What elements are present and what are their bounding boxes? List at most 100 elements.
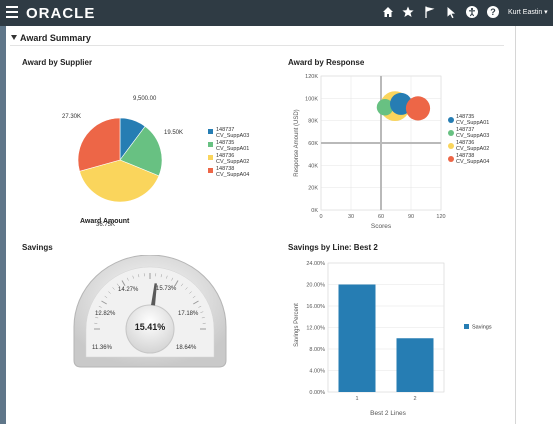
legend-label: CV_SuppA04 bbox=[456, 159, 489, 165]
accessibility-icon[interactable] bbox=[465, 5, 479, 19]
top-bar: ORACLE ? Kurt Eastin ▾ bbox=[0, 0, 553, 26]
legend-swatch bbox=[448, 156, 454, 162]
x-tick-label: 1 bbox=[355, 396, 358, 402]
y-tick-label: 0.00% bbox=[309, 390, 325, 396]
y-tick-label: 20K bbox=[308, 186, 318, 192]
gauge-tick bbox=[96, 311, 100, 313]
y-tick-label: 120K bbox=[305, 74, 318, 80]
gauge-tick bbox=[138, 274, 140, 278]
gauge-tick bbox=[104, 295, 108, 299]
pie-slice[interactable] bbox=[119, 125, 163, 177]
slice-label-suppa01: 19.50K bbox=[164, 130, 183, 136]
savings-gauge: 11.36% 12.82% 14.27% 15.73% 17.18% 18.64… bbox=[73, 255, 227, 368]
flag-icon[interactable] bbox=[423, 5, 437, 19]
legend-label: 148737 bbox=[456, 127, 474, 133]
gauge-tick bbox=[174, 280, 179, 286]
gauge-tick bbox=[180, 283, 184, 287]
bar[interactable] bbox=[338, 284, 376, 393]
right-gutter bbox=[515, 26, 553, 424]
savings-title: Savings bbox=[22, 243, 53, 252]
gauge-tick bbox=[132, 275, 134, 279]
help-icon[interactable]: ? bbox=[486, 5, 500, 19]
legend-label: 148735 bbox=[456, 114, 474, 120]
gauge-tick bbox=[192, 295, 196, 299]
gauge-tick bbox=[126, 277, 129, 281]
gauge-needle bbox=[151, 283, 157, 306]
legend-swatch bbox=[208, 142, 213, 147]
pie-slice-labels: 9,500.00 19.50K 36.75K 27.30K bbox=[62, 96, 183, 228]
slice-label-suppa02: 36.75K bbox=[96, 222, 115, 228]
award-by-supplier-title: Award by Supplier bbox=[22, 58, 93, 67]
gauge-tick bbox=[185, 287, 188, 290]
gauge-tick-label: 11.36% bbox=[92, 345, 113, 351]
y-tick-label: 80K bbox=[308, 119, 318, 125]
star-icon[interactable] bbox=[401, 5, 415, 19]
y-tick-label: 4.00% bbox=[309, 369, 325, 375]
home-icon[interactable] bbox=[381, 5, 395, 19]
pie-slice[interactable] bbox=[79, 159, 160, 203]
legend-swatch bbox=[464, 324, 469, 329]
award-amount-caption: Award Amount bbox=[80, 218, 130, 225]
legend-swatch bbox=[448, 117, 454, 123]
legend-swatch bbox=[448, 130, 454, 136]
legend-label: 148738 bbox=[456, 153, 474, 159]
x-tick-label: 30 bbox=[348, 214, 354, 220]
gauge-tick bbox=[121, 280, 126, 286]
legend-label: 148736 bbox=[456, 140, 474, 146]
legend-label: 148736 bbox=[216, 153, 234, 159]
x-tick-label: 0 bbox=[319, 214, 322, 220]
bar[interactable] bbox=[396, 338, 434, 392]
menu-icon[interactable] bbox=[6, 6, 18, 18]
y-tick-label: 12.00% bbox=[306, 326, 325, 332]
collapse-triangle-icon[interactable] bbox=[11, 35, 17, 40]
legend-swatch bbox=[208, 129, 213, 134]
bubble[interactable] bbox=[405, 96, 431, 121]
x-tick-label: 120 bbox=[436, 214, 445, 220]
y-tick-label: 0K bbox=[311, 208, 318, 214]
x-tick-label: 60 bbox=[378, 214, 384, 220]
legend-label: Savings bbox=[472, 325, 492, 331]
slice-label-suppa03: 9,500.00 bbox=[133, 96, 157, 102]
gauge-tick bbox=[198, 305, 202, 308]
gauge-value: 15.41% bbox=[135, 322, 166, 332]
gauge-tick-label: 12.82% bbox=[95, 311, 116, 317]
gauge-tick bbox=[95, 317, 99, 319]
gauge-tick bbox=[189, 291, 192, 294]
legend-label: CV_SuppA04 bbox=[216, 172, 249, 178]
gauge-tick bbox=[200, 311, 204, 313]
y-axis-label: Savings Percent bbox=[294, 303, 300, 347]
x-tick-label: 90 bbox=[408, 214, 414, 220]
legend-label: 148735 bbox=[216, 140, 234, 146]
cursor-icon[interactable] bbox=[444, 5, 458, 19]
gauge-tick bbox=[98, 305, 102, 308]
legend-label: CV_SuppA01 bbox=[216, 146, 249, 152]
gauge-tick-label: 15.73% bbox=[156, 286, 177, 292]
legend-swatch bbox=[208, 168, 213, 173]
y-axis-label: Response Amount (USD) bbox=[294, 109, 300, 176]
x-axis-label: Scores bbox=[371, 223, 392, 230]
pie-slice[interactable] bbox=[77, 117, 121, 172]
y-tick-label: 60K bbox=[308, 141, 318, 147]
y-tick-label: 40K bbox=[308, 163, 318, 169]
award-by-response-title: Award by Response bbox=[288, 58, 365, 67]
legend-label: CV_SuppA03 bbox=[456, 133, 489, 139]
legend-label: CV_SuppA03 bbox=[216, 133, 249, 139]
gauge-tick-label: 18.64% bbox=[176, 345, 197, 351]
gauge-tick bbox=[116, 283, 120, 287]
x-tick-label: 2 bbox=[413, 396, 416, 402]
gauge-tick bbox=[166, 275, 168, 279]
gauge-tick-label: 17.18% bbox=[178, 311, 199, 317]
user-menu[interactable]: Kurt Eastin ▾ bbox=[508, 9, 548, 16]
legend-swatch bbox=[448, 143, 454, 149]
gauge-tick bbox=[101, 300, 107, 305]
y-tick-label: 20.00% bbox=[306, 283, 325, 289]
slice-label-suppa04: 27.30K bbox=[62, 114, 81, 120]
award-by-supplier-chart: 9,500.00 19.50K 36.75K 27.30K 148737 CV_… bbox=[62, 96, 249, 228]
gauge-tick bbox=[160, 274, 162, 278]
bubble-legend: 148735 CV_SuppA01 148737 CV_SuppA03 1487… bbox=[448, 114, 489, 165]
bubble[interactable] bbox=[376, 99, 394, 116]
y-tick-label: 24.00% bbox=[306, 261, 325, 267]
legend-label: CV_SuppA02 bbox=[456, 146, 489, 152]
gauge-tick bbox=[193, 300, 199, 305]
